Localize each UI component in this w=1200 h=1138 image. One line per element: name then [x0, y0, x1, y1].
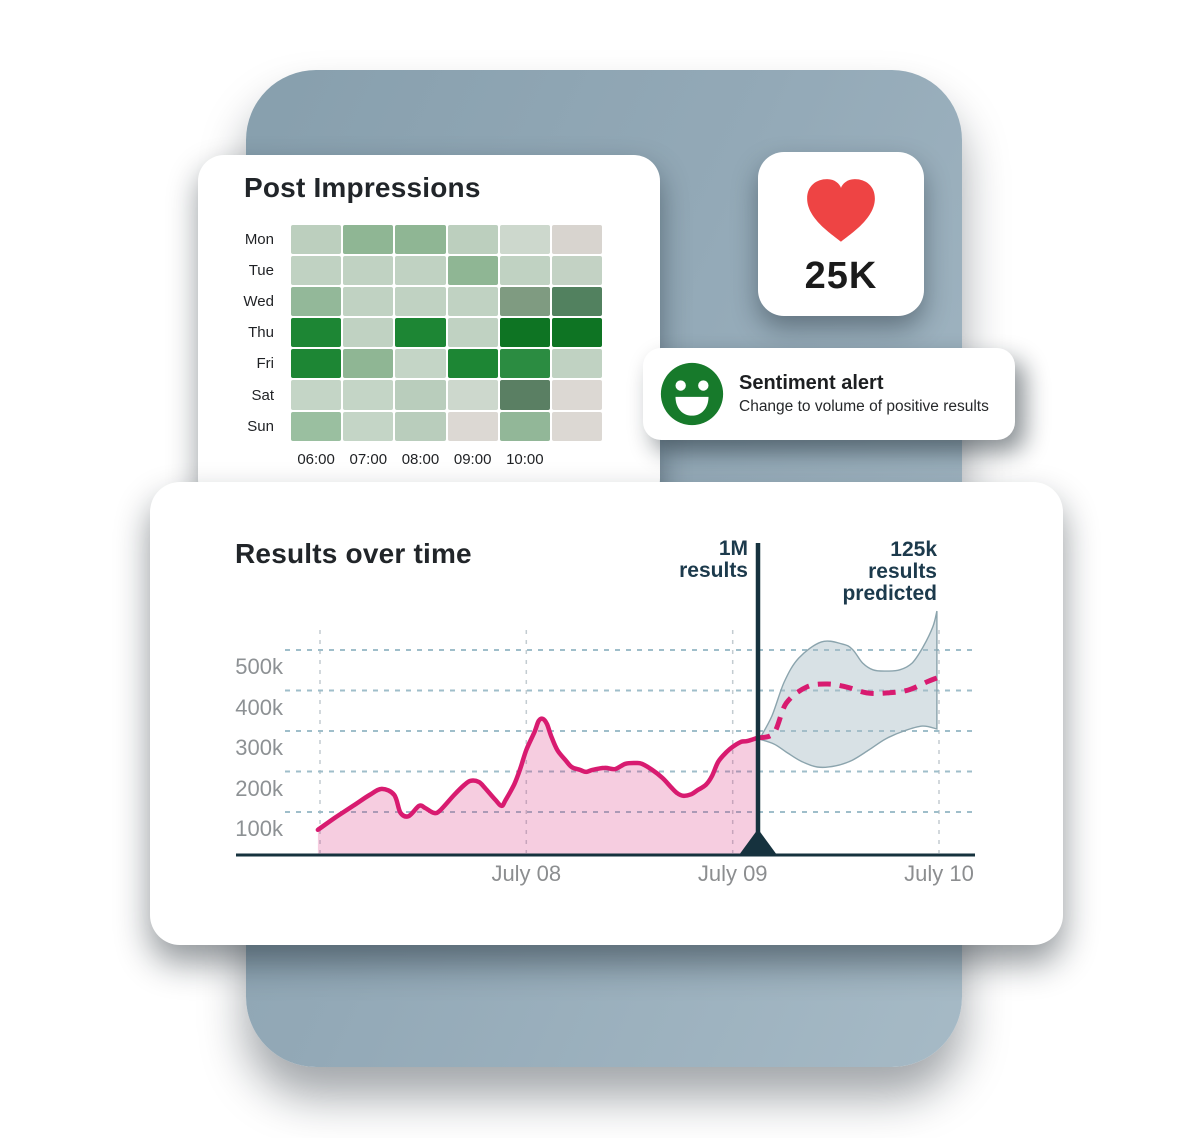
heatmap-cell: [499, 318, 550, 348]
heatmap-cell: [551, 256, 603, 286]
heatmap-cell: [447, 380, 498, 410]
likes-count: 25K: [804, 255, 878, 297]
heatmap-cell: [499, 225, 550, 255]
heatmap-day-label: Sun: [247, 417, 274, 435]
heatmap-cell: [291, 287, 342, 317]
heatmap-cell: [499, 256, 550, 286]
sentiment-alert-title: Sentiment alert: [739, 372, 884, 394]
y-tick-label: 200k: [235, 775, 283, 801]
heatmap-cell: [343, 318, 394, 348]
heatmap-cell: [395, 380, 446, 410]
smiley-icon: [660, 362, 724, 426]
heatmap-time-label: 07:00: [349, 451, 388, 468]
likes-card: 25K: [758, 152, 924, 316]
observed-area: [317, 718, 758, 854]
sentiment-alert-subtitle: Change to volume of positive results: [739, 398, 989, 415]
heatmap-cell: [395, 349, 446, 379]
heatmap-cell: [551, 225, 603, 255]
post-impressions-card: Post Impressions Mon Tue Wed Thu Fri Sat Sun 0…: [198, 155, 660, 505]
marker-annotation: 1M results: [679, 537, 748, 582]
heatmap-cell: [395, 225, 446, 255]
heatmap-cell: [395, 411, 446, 441]
x-tick-label: July 09: [697, 861, 768, 886]
heatmap-day-label: Wed: [243, 293, 274, 311]
heatmap-cell: [447, 225, 498, 255]
predicted-line: [756, 675, 938, 741]
heatmap-cell: [551, 349, 603, 379]
heatmap-time-label: [552, 451, 602, 468]
y-tick-label: 500k: [235, 654, 283, 679]
heatmap-time-label: 10:00: [506, 451, 544, 468]
heatmap-cell: [499, 349, 550, 379]
heatmap-cell: [551, 318, 603, 348]
heatmap-cell: [447, 349, 498, 379]
heatmap-cell: [551, 287, 603, 317]
sentiment-alert-card: Sentiment alert Change to volume of posi…: [643, 348, 1015, 440]
heatmap-cell: [343, 349, 394, 379]
heatmap-time-label: 09:00: [453, 451, 492, 468]
heatmap-day-label: Tue: [248, 262, 274, 280]
heatmap-day-labels: Mon Tue Wed Thu Fri Sat Sun: [198, 225, 274, 441]
heatmap-cell: [551, 411, 603, 441]
heatmap-cell: [343, 225, 394, 255]
heatmap-day-label: Sat: [251, 386, 274, 404]
heatmap-cell: [395, 318, 446, 348]
heatmap-cell: [499, 411, 550, 441]
heatmap-cell: [499, 380, 550, 410]
heatmap-time-label: 06:00: [297, 451, 335, 468]
heatmap-day-label: Mon: [244, 231, 274, 249]
sentiment-alert-text: Sentiment alert Change to volume of posi…: [739, 372, 989, 416]
impressions-heatmap: [291, 225, 603, 441]
heatmap-time-labels: 06:00 07:00 08:00 09:00 10:00: [291, 451, 602, 468]
heatmap-cell: [291, 256, 342, 286]
heatmap-cell: [343, 287, 394, 317]
y-tick-label: 300k: [235, 735, 283, 760]
heatmap-cell: [395, 256, 446, 286]
heatmap-cell: [291, 349, 342, 379]
heatmap-cell: [551, 380, 603, 410]
heatmap-cell: [395, 287, 446, 317]
heatmap-cell: [447, 318, 498, 348]
predicted-annotation: 125k results predicted: [842, 538, 937, 605]
marker-triangle: [739, 829, 777, 855]
heatmap-cell: [447, 287, 498, 317]
post-impressions-title: Post Impressions: [244, 172, 481, 203]
results-card: Results over time 1M results 125k result…: [150, 482, 1063, 945]
x-tick-label: July 08: [491, 861, 562, 886]
heatmap-cell: [447, 256, 498, 286]
heatmap-cell: [291, 380, 342, 410]
heart-icon: [807, 179, 875, 242]
heatmap-cell: [343, 411, 394, 441]
heatmap-cell: [343, 256, 394, 286]
results-chart: [236, 543, 975, 857]
heatmap-cell: [343, 380, 394, 410]
heatmap-time-label: 08:00: [401, 451, 440, 468]
heatmap-cell: [447, 411, 498, 441]
y-tick-label: 400k: [235, 694, 283, 720]
heatmap-day-label: Fri: [256, 355, 275, 373]
heatmap-cell: [291, 318, 342, 348]
heatmap-cell: [291, 225, 342, 255]
x-tick-label: July 10: [904, 861, 974, 886]
y-tick-label: 100k: [235, 816, 283, 841]
heatmap-day-label: Thu: [248, 324, 274, 342]
results-title: Results over time: [235, 538, 472, 569]
heatmap-cell: [499, 287, 550, 317]
heatmap-cell: [291, 411, 342, 441]
observed-line: [315, 716, 760, 833]
